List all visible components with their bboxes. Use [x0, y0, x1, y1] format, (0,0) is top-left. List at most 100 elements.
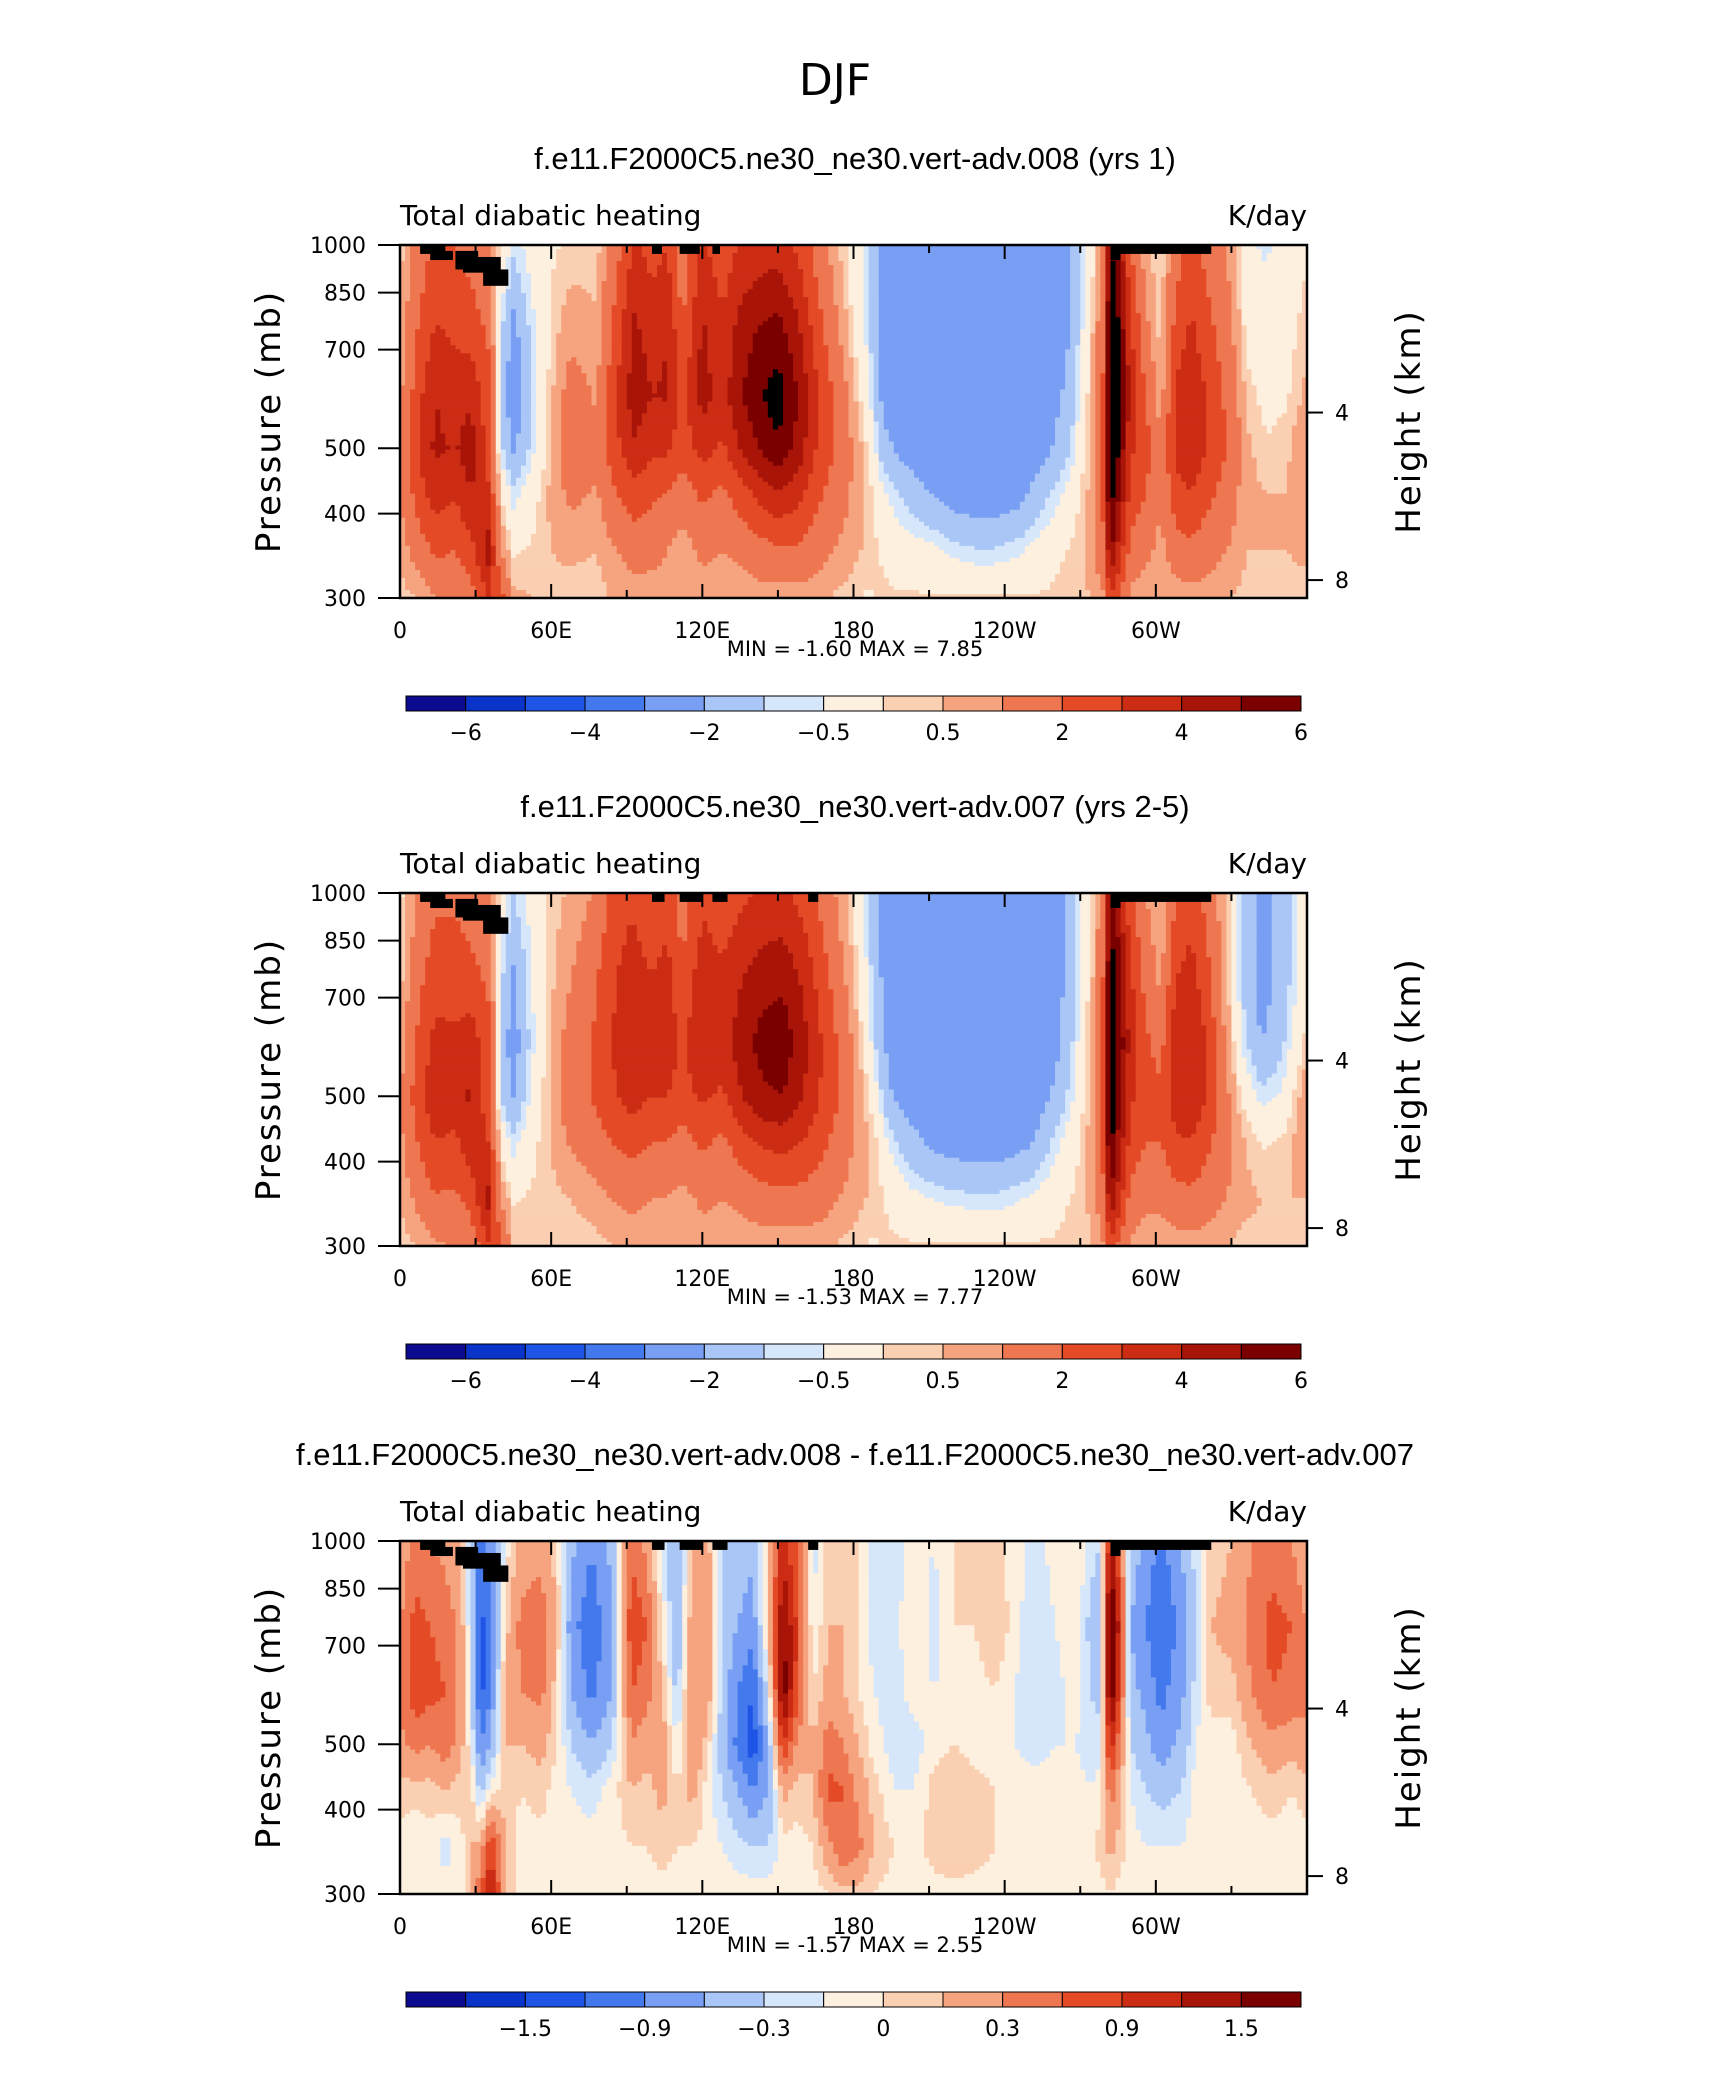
field-cell [1110, 586, 1116, 591]
field-cell [1176, 313, 1212, 318]
field-cell [1126, 341, 1132, 346]
field-cell [1247, 422, 1263, 427]
field-cell [818, 510, 849, 515]
field-cell [702, 405, 708, 410]
field-cell [501, 458, 507, 463]
field-cell [1171, 921, 1207, 926]
field-cell [818, 446, 834, 451]
field-cell [420, 458, 461, 463]
field-cell [536, 337, 552, 342]
field-cell [929, 526, 1030, 531]
field-cell [869, 393, 875, 398]
field-cell [460, 438, 476, 443]
field-cell [818, 277, 834, 282]
field-cell [1110, 917, 1116, 922]
field-cell [405, 341, 416, 346]
field-cell [702, 921, 708, 926]
field-cell [1095, 301, 1101, 306]
field-cell [1252, 450, 1293, 455]
field-cell [1226, 933, 1232, 938]
field-cell [430, 590, 476, 595]
field-cell [597, 401, 608, 406]
field-cell [400, 281, 411, 286]
field-cell [1247, 401, 1258, 406]
field-cell [707, 562, 738, 567]
field-cell [1025, 534, 1041, 539]
field-cell [420, 301, 476, 306]
field-cell [511, 434, 517, 439]
field-cell [783, 273, 804, 278]
field-cell [864, 281, 870, 286]
field-cell [1095, 365, 1106, 370]
field-cell [1095, 353, 1106, 358]
field-cell [1156, 301, 1162, 306]
field-cell [1292, 458, 1308, 463]
field-cell [1151, 933, 1167, 938]
field-cell [531, 377, 537, 382]
field-cell [869, 365, 875, 370]
field-cell [687, 401, 698, 406]
field-cell [1085, 498, 1096, 503]
field-cell [748, 365, 794, 370]
field-cell [415, 381, 426, 386]
field-cell [526, 321, 537, 326]
field-cell [506, 381, 522, 386]
field-cell [753, 426, 774, 431]
field-cell [516, 909, 527, 914]
field-cell [415, 494, 426, 499]
field-cell [405, 309, 421, 314]
field-cell [848, 426, 859, 431]
field-cell [1257, 458, 1293, 463]
field-cell [768, 401, 784, 406]
field-cell [486, 438, 492, 443]
field-cell [420, 401, 481, 406]
field-cell [1100, 905, 1106, 910]
field-cell [1292, 929, 1298, 934]
field-cell [1151, 909, 1167, 914]
field-cell [758, 534, 804, 539]
field-cell [1080, 409, 1086, 414]
field-cell [818, 434, 834, 439]
field-cell [1131, 373, 1137, 378]
field-cell [833, 546, 864, 551]
field-cell [1095, 538, 1106, 543]
field-cell [1156, 297, 1162, 302]
field-cell [1236, 285, 1242, 290]
field-cell [1040, 530, 1076, 535]
field-cell [410, 393, 421, 398]
field-cell [1146, 474, 1172, 479]
field-cell [420, 526, 466, 531]
field-cell [496, 413, 502, 418]
field-cell [1080, 933, 1091, 938]
field-cell [496, 365, 502, 370]
field-cell [879, 329, 1071, 334]
field-cell [450, 550, 456, 555]
field-cell [1100, 269, 1106, 274]
field-cell [561, 913, 587, 918]
field-cell [1151, 466, 1167, 471]
field-cell [1176, 466, 1202, 471]
field-cell [1095, 257, 1101, 262]
field-cell [1090, 313, 1096, 318]
field-cell [869, 281, 880, 286]
field-cell [854, 337, 865, 342]
field-cell [551, 333, 557, 338]
field-cell [476, 297, 492, 302]
field-cell [405, 586, 431, 591]
field-cell [667, 253, 678, 258]
field-cell [506, 562, 512, 567]
field-cell [1020, 506, 1046, 511]
field-cell [1110, 490, 1116, 495]
field-cell [1075, 393, 1081, 398]
field-cell [1136, 349, 1142, 354]
field-cell [1166, 293, 1177, 298]
field-cell [728, 385, 744, 390]
field-cell [511, 426, 522, 431]
field-cell [1166, 257, 1172, 262]
field-cell [632, 417, 643, 422]
field-cell [808, 413, 819, 418]
field-cell [1000, 514, 1041, 519]
field-cell [1257, 470, 1288, 475]
field-cell [869, 401, 875, 406]
field-cell [808, 317, 824, 322]
